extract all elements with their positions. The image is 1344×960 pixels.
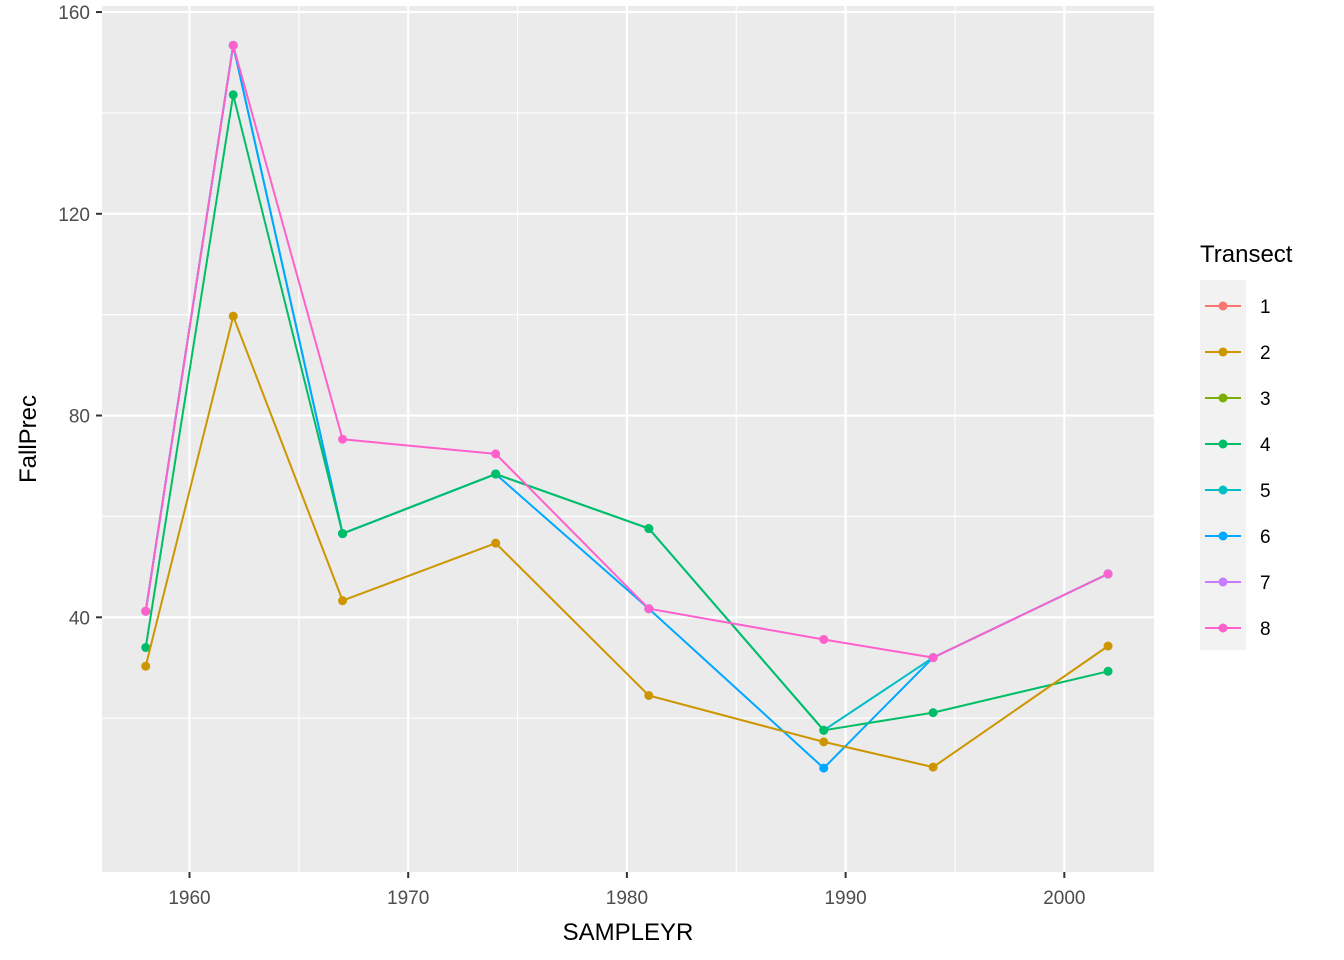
- series-line: [144, 44, 1109, 659]
- legend-item-6: 6: [1205, 527, 1271, 548]
- legend-key-point: [1218, 577, 1228, 587]
- series-line: [144, 93, 1109, 732]
- legend-item-2: 2: [1205, 343, 1271, 364]
- x-tick-label: 1980: [606, 888, 648, 909]
- y-tick-label: 40: [69, 608, 90, 629]
- data-point: [644, 604, 654, 614]
- data-point: [1103, 666, 1113, 676]
- legend-items: 1 2 3 4 5 6 7 8: [1205, 297, 1271, 640]
- data-point: [819, 725, 829, 735]
- legend-item-8: 8: [1205, 619, 1271, 640]
- x-tick-label: 1970: [387, 888, 429, 909]
- data-point: [491, 538, 501, 548]
- data-point: [491, 449, 501, 459]
- y-tick-label: 120: [58, 205, 90, 226]
- series-line: [144, 315, 1109, 769]
- y-tick-label: 160: [58, 3, 90, 24]
- data-point: [928, 653, 938, 663]
- data-point: [228, 311, 238, 321]
- legend: Transect 1 2 3 4 5 6 7 8: [1200, 241, 1293, 650]
- data-point: [644, 524, 654, 534]
- y-axis: 40 80 120 160: [58, 3, 102, 629]
- data-point: [141, 606, 151, 616]
- x-tick-label: 2000: [1043, 888, 1085, 909]
- x-tick-label: 1990: [824, 888, 866, 909]
- legend-key-point: [1218, 347, 1228, 357]
- x-axis-title: SAMPLEYR: [563, 919, 694, 946]
- x-axis: 1960 1970 1980 1990 2000: [168, 872, 1085, 909]
- data-point: [819, 634, 829, 644]
- legend-item-3: 3: [1205, 389, 1271, 410]
- legend-key-point: [1218, 623, 1228, 633]
- legend-label: 3: [1260, 389, 1271, 410]
- legend-item-1: 1: [1205, 297, 1271, 318]
- data-point: [141, 643, 151, 653]
- legend-label: 4: [1260, 435, 1271, 456]
- y-axis-title: FallPrec: [15, 395, 42, 483]
- data-point: [644, 690, 654, 700]
- data-point: [1103, 569, 1113, 579]
- data-point: [228, 40, 238, 50]
- legend-label: 7: [1260, 573, 1271, 594]
- legend-label: 8: [1260, 619, 1271, 640]
- y-tick-label: 80: [69, 407, 90, 428]
- series-line: [144, 44, 1109, 770]
- legend-label: 2: [1260, 343, 1271, 364]
- legend-key-point: [1218, 301, 1228, 311]
- legend-title: Transect: [1200, 241, 1293, 268]
- series-8: [141, 40, 1113, 663]
- legend-label: 1: [1260, 297, 1271, 318]
- data-point: [928, 762, 938, 772]
- data-point: [1103, 641, 1113, 651]
- grid-major: [102, 6, 1154, 872]
- series-2: [141, 311, 1113, 772]
- data-point: [491, 469, 501, 479]
- legend-key-point: [1218, 531, 1228, 541]
- data-point: [819, 737, 829, 747]
- data-point: [228, 90, 238, 100]
- data-point: [338, 596, 348, 606]
- legend-key-background: [1200, 280, 1246, 650]
- legend-key-point: [1218, 439, 1228, 449]
- data-point: [338, 529, 348, 539]
- legend-label: 6: [1260, 527, 1271, 548]
- series-4: [141, 90, 1113, 735]
- legend-item-5: 5: [1205, 481, 1271, 502]
- legend-key-point: [1218, 485, 1228, 495]
- data-point: [338, 434, 348, 444]
- series-layer: [141, 40, 1113, 773]
- data-point: [819, 763, 829, 773]
- data-point: [141, 661, 151, 671]
- legend-item-4: 4: [1205, 435, 1271, 456]
- legend-key-point: [1218, 393, 1228, 403]
- legend-label: 5: [1260, 481, 1271, 502]
- data-point: [928, 708, 938, 718]
- legend-item-7: 7: [1205, 573, 1271, 594]
- x-tick-label: 1960: [168, 888, 210, 909]
